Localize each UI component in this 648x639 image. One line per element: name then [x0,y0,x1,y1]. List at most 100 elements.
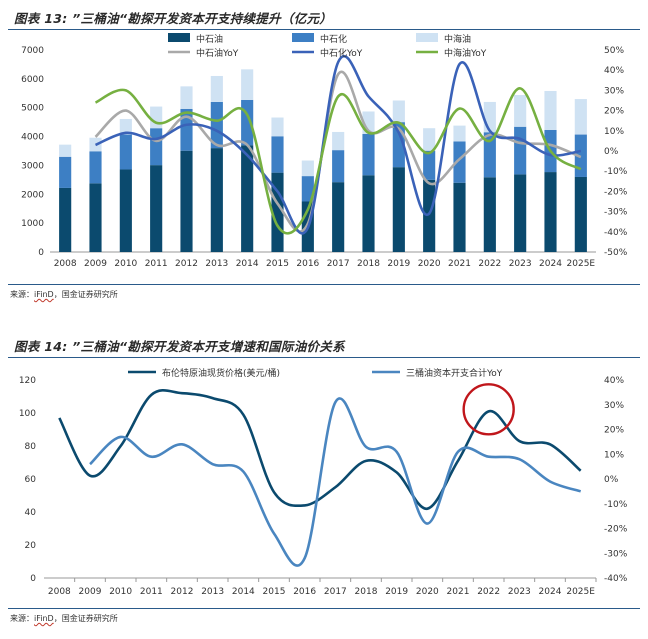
y2-tick-label: 10% [604,127,624,137]
bar-中石油 [119,169,132,252]
y-tick-label: 80 [25,442,37,452]
source-rest: ，国金证券研究所 [53,614,118,623]
legend-swatch-中石油 [168,33,190,42]
x-tick-label: 2010 [114,259,137,269]
x-tick-label: 2012 [175,259,198,269]
x-tick-label: 2012 [171,587,194,597]
bar-中海油 [574,99,587,135]
bar-中石化 [89,151,102,184]
legend-label: 中海油YoY [444,47,487,59]
bar-中海油 [483,101,496,133]
bar-中石油 [483,177,496,252]
figure-13-source: 来源：iFinD，国金证券研究所 [10,289,118,300]
y-tick-label: 6000 [21,75,44,85]
legend-label: 中石油 [196,33,223,45]
figure-13-title-rule [8,29,640,30]
x-tick-label: 2024 [539,259,562,269]
x-tick-label: 2022 [477,587,500,597]
bar-中石油 [332,182,345,252]
x-tick-label: 2024 [539,587,562,597]
y2-tick-label: -40% [604,228,628,238]
bar-中石化 [423,150,436,180]
figure-13-source-rule [8,284,640,285]
bar-中石化 [483,132,496,178]
source-provider: iFinD [34,290,54,299]
figure-13-label: 图表 13: [14,11,68,26]
legend-swatch-中石化 [292,33,314,42]
source-label: 来源： [10,614,34,623]
x-tick-label: 2014 [232,587,255,597]
bar-中海油 [453,125,466,142]
figure-14-source: 来源：iFinD，国金证券研究所 [10,613,118,624]
y-tick-label: 20 [25,541,37,551]
y2-tick-label: -50% [604,248,628,258]
source-label: 来源： [10,290,34,299]
bar-中石化 [271,136,284,173]
x-tick-label: 2013 [201,587,224,597]
bar-中石油 [574,176,587,252]
x-tick-label: 2020 [416,587,439,597]
x-tick-label: 2015 [266,259,289,269]
figure-14-label: 图表 14: [14,339,68,354]
highlight-circle-2022 [462,383,515,436]
bar-中石化 [453,141,466,183]
chart-13: 0 1000 2000 3000 4000 5000 6000 7000 50% 40% 30% 20… [21,33,628,269]
bar-中石化 [59,156,72,188]
y-tick-label: 60 [25,475,37,485]
x-tick-label: 2016 [296,259,319,269]
x-tick-label: 2008 [48,587,71,597]
bar-中石油 [453,182,466,252]
y-tick-label: 2000 [21,190,44,200]
y-tick-label: 100 [19,409,36,419]
legend-swatch-中海油 [416,33,438,42]
bar-中石化 [514,126,527,175]
y-tick-label: 7000 [21,46,44,56]
figure-13-text: ”三桶油“勘探开发资本开支持续提升（亿元） [72,11,333,26]
bar-中石油 [544,172,557,252]
x-tick-label: 2011 [145,259,168,269]
y-tick-label: 5000 [21,104,44,114]
x-tick-label: 2021 [447,587,470,597]
x-tick-label: 2010 [109,587,132,597]
bar-中海油 [301,160,314,177]
legend-label: 三桶油资本开支合计YoY [406,367,503,379]
bar-中海油 [544,90,557,130]
bar-中石油 [180,150,193,252]
figure-14-title-rule [8,357,640,358]
x-tick-label: 2017 [327,259,350,269]
x-tick-label: 2023 [509,259,532,269]
y-tick-label: 0 [30,574,36,584]
x-tick-label: 2021 [448,259,471,269]
bar-中海油 [119,118,132,135]
x-tick-label: 2008 [54,259,77,269]
y-tick-label: 4000 [21,133,44,143]
bar-中石化 [332,150,345,183]
bar-中石化 [119,134,132,170]
figure-14-source-rule [8,608,640,609]
y-tick-label: 120 [19,376,36,386]
bar-中海油 [210,75,223,102]
figure-14-text: ”三桶油“勘探开发资本开支增速和国际油价关系 [72,339,345,354]
y-tick-label: 1000 [21,219,44,229]
bar-中石油 [271,172,284,252]
source-rest: ，国金证券研究所 [53,290,118,299]
bar-中石油 [241,145,254,252]
chart-14: 2008 2009 2010 2011 2012 2013 2014 2015 2016 2017… [19,367,628,597]
y2-tick-label: 0% [604,147,619,157]
y2-tick-label: 30% [604,86,624,96]
x-tick-label: 2025E [567,259,596,269]
y2-tick-label: -20% [604,525,628,535]
source-provider: iFinD [34,614,54,623]
y2-tick-label: 20% [604,426,624,436]
y2-tick-label: -30% [604,208,628,218]
legend-label: 中石化 [320,33,347,45]
x-tick-label: 2018 [357,259,380,269]
y2-tick-label: -20% [604,187,628,197]
y2-tick-label: 50% [604,46,624,56]
y2-tick-label: 30% [604,401,624,411]
figure-14-title: 图表 14: ”三桶油“勘探开发资本开支增速和国际油价关系 [14,336,345,355]
line-布伦特原油现货价格(美元/桶) [58,389,582,510]
x-tick-label: 2014 [236,259,259,269]
bar-中石油 [423,179,436,252]
x-tick-label: 2020 [418,259,441,269]
